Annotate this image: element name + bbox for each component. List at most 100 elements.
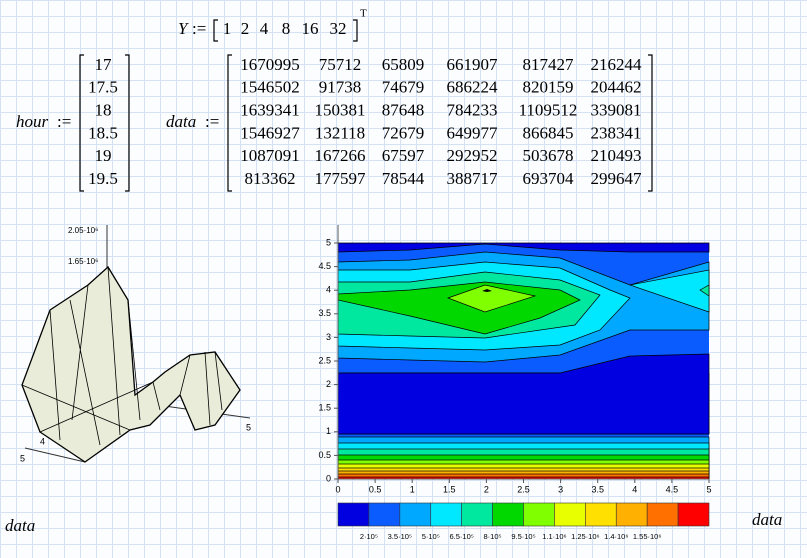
vector-entry: 32 bbox=[330, 19, 347, 38]
x-tick-label: 3 bbox=[558, 484, 563, 494]
y-tick-label: 2 bbox=[326, 379, 331, 389]
legend-swatch bbox=[615, 502, 648, 527]
axis-label: 5 bbox=[246, 422, 251, 432]
matrix-entry: 75712 bbox=[319, 55, 362, 74]
legend-label: 8·10⁵ bbox=[484, 532, 502, 541]
matrix-entry: 177597 bbox=[315, 169, 367, 188]
vector-entry: 8 bbox=[282, 19, 291, 38]
x-tick-label: 3.5 bbox=[591, 484, 604, 494]
matrix-entry: 292952 bbox=[447, 146, 498, 165]
matrix-entry: 91738 bbox=[319, 78, 362, 97]
legend-swatch bbox=[523, 502, 555, 527]
matrix-entry: 339081 bbox=[591, 101, 642, 120]
y-tick-label: 5 bbox=[326, 237, 331, 247]
z-label: 1.65·10⁶ bbox=[68, 257, 98, 266]
vector-entry: 19.5 bbox=[88, 169, 118, 188]
matrix-entry: 784233 bbox=[447, 101, 498, 120]
x-tick-label: 1 bbox=[410, 484, 415, 494]
legend-label: 9.5·10⁵ bbox=[511, 532, 535, 541]
matrix-entry: 150381 bbox=[315, 101, 366, 120]
y-tick-label: 2.5 bbox=[318, 355, 331, 365]
legend-swatch bbox=[646, 502, 679, 527]
vector-entry: 18 bbox=[95, 101, 112, 120]
vector-entry: 19 bbox=[95, 146, 112, 165]
axis-label: 4 bbox=[40, 436, 45, 446]
y-tick-label: 3 bbox=[326, 332, 331, 342]
assign: := bbox=[57, 112, 71, 131]
legend-label: 1.4·10⁶ bbox=[604, 532, 628, 541]
matrix-entry: 388717 bbox=[447, 169, 499, 188]
x-tick-label: 4 bbox=[632, 484, 637, 494]
x-tick-label: 1.5 bbox=[443, 484, 456, 494]
y-tick-label: 0.5 bbox=[318, 450, 331, 460]
matrix-entry: 503678 bbox=[523, 146, 574, 165]
matrix-entry: 820159 bbox=[523, 78, 574, 97]
legend-swatch bbox=[492, 502, 524, 527]
legend-swatch bbox=[585, 502, 617, 527]
matrix-entry: 132118 bbox=[315, 123, 365, 142]
caption: data bbox=[5, 516, 35, 535]
axis bbox=[24, 447, 86, 463]
y-tick-label: 4 bbox=[326, 285, 331, 295]
x-tick-label: 2 bbox=[484, 484, 489, 494]
vector-entry: 4 bbox=[260, 19, 269, 38]
legend-label: 1.55·10⁶ bbox=[633, 532, 662, 541]
x-tick-label: 0.5 bbox=[369, 484, 382, 494]
matrix-entry: 1639341 bbox=[240, 101, 300, 120]
vector-entry: 1 bbox=[223, 19, 232, 38]
transpose: T bbox=[360, 8, 367, 20]
equations: Y := T hour := data := bbox=[16, 8, 653, 192]
legend-swatch bbox=[677, 502, 710, 527]
legend-swatch bbox=[554, 502, 586, 527]
matrix-entry: 817427 bbox=[523, 55, 575, 74]
matrix-entry: 238341 bbox=[591, 123, 642, 142]
matrix-entry: 78544 bbox=[382, 169, 425, 188]
surface bbox=[21, 265, 241, 463]
var-name: Y bbox=[178, 19, 189, 38]
axis-label: 5 bbox=[20, 453, 25, 463]
assign: := bbox=[192, 19, 206, 38]
matrix-entry: 167266 bbox=[315, 146, 366, 165]
bracket bbox=[213, 19, 358, 42]
assign: := bbox=[205, 112, 219, 131]
matrix-entry: 661907 bbox=[447, 55, 499, 74]
y-tick-label: 3.5 bbox=[318, 308, 331, 318]
matrix-entry: 74679 bbox=[382, 78, 425, 97]
mesh bbox=[21, 266, 223, 446]
surface-plot: 2.05·10⁶ 1.65·10⁶ 4 5 5 data bbox=[5, 225, 251, 535]
matrix-entry: 693704 bbox=[523, 169, 575, 188]
contour-plot: data bbox=[337, 225, 782, 529]
contour-band bbox=[446, 284, 537, 313]
caption: data bbox=[752, 510, 782, 529]
vector-entry: 17 bbox=[95, 55, 113, 74]
legend-label: 3.5·10⁵ bbox=[388, 532, 412, 541]
y-tick-label: 4.5 bbox=[318, 261, 331, 271]
y-tick-label: 1.5 bbox=[318, 403, 331, 413]
z-label: 2.05·10⁶ bbox=[68, 226, 98, 235]
matrix-entry: 72679 bbox=[382, 123, 425, 142]
y-tick-label: 0 bbox=[326, 473, 331, 483]
x-tick-label: 0 bbox=[335, 484, 340, 494]
legend-label: 5·10⁵ bbox=[422, 532, 440, 541]
vector-entry: 17.5 bbox=[88, 78, 118, 97]
matrix-entry: 210493 bbox=[591, 146, 642, 165]
var-name: hour bbox=[16, 112, 49, 131]
legend-label: 6.5·10⁵ bbox=[449, 532, 473, 541]
legend-swatch bbox=[399, 502, 432, 527]
matrix-entry: 87648 bbox=[382, 101, 425, 120]
matrix-entry: 1109512 bbox=[519, 101, 578, 120]
matrix-entry: 649977 bbox=[447, 123, 499, 142]
matrix-entry: 1546927 bbox=[240, 123, 300, 142]
vector-entry: 18.5 bbox=[88, 123, 118, 142]
matrix-entry: 686224 bbox=[447, 78, 499, 97]
matrix-entry: 299647 bbox=[591, 169, 643, 188]
legend-swatch bbox=[368, 502, 401, 527]
contour-band bbox=[337, 242, 710, 253]
matrix-entry: 1546502 bbox=[240, 78, 300, 97]
x-tick-label: 2.5 bbox=[517, 484, 530, 494]
legend-label: 1.25·10⁶ bbox=[571, 532, 600, 541]
matrix-entry: 866845 bbox=[523, 123, 574, 142]
matrix-entry: 67597 bbox=[382, 146, 425, 165]
legend-swatch bbox=[430, 502, 462, 527]
vector-entry: 16 bbox=[302, 19, 319, 38]
